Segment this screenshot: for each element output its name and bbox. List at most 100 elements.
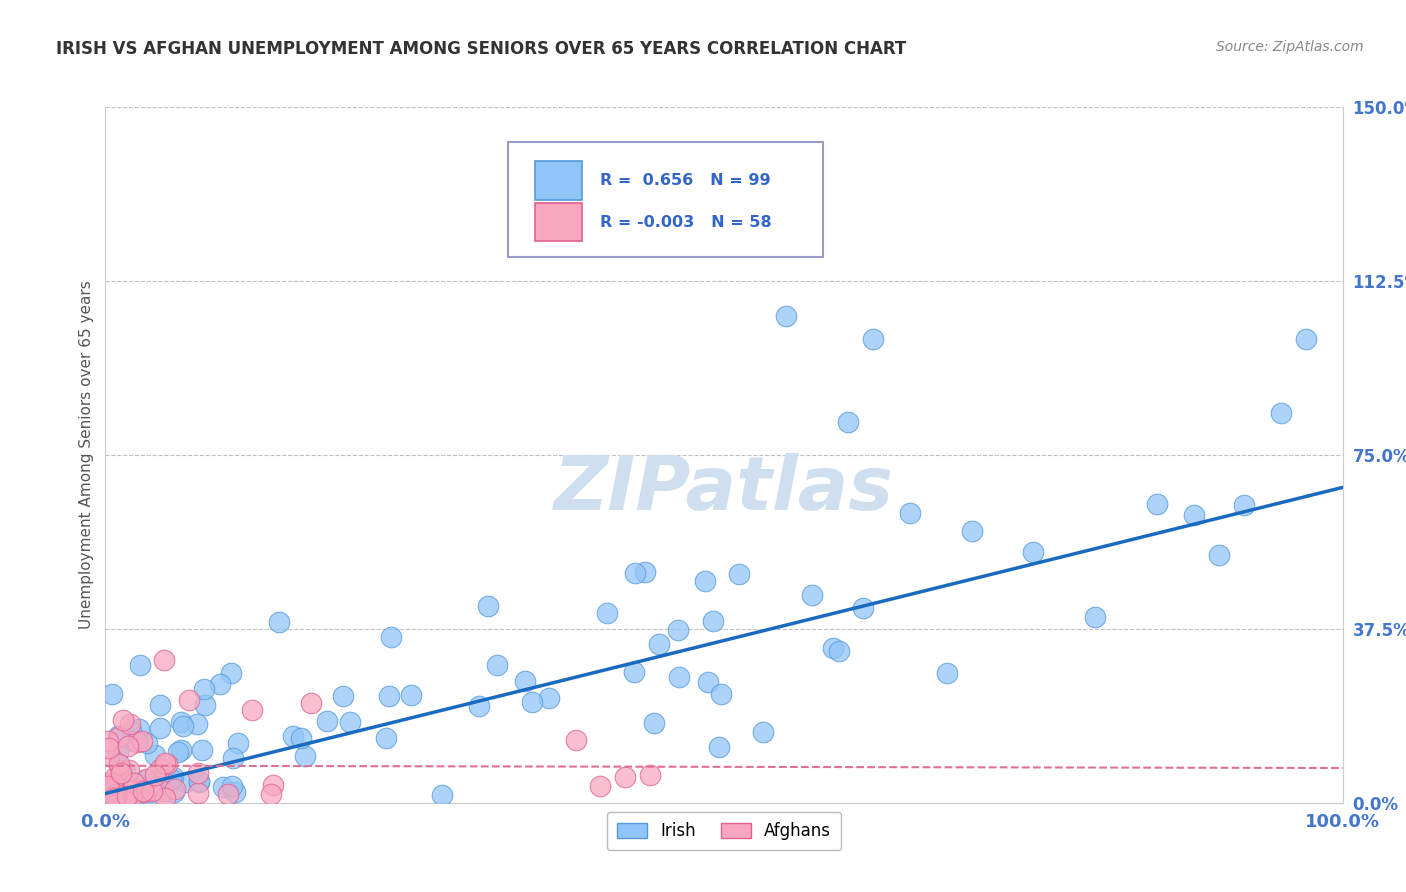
Point bbox=[430, 788, 453, 802]
Point bbox=[707, 739, 730, 754]
Point bbox=[194, 698, 217, 712]
Point bbox=[294, 748, 316, 763]
Point bbox=[115, 789, 138, 803]
Point bbox=[145, 777, 167, 791]
Point bbox=[513, 673, 536, 688]
Point bbox=[224, 784, 246, 798]
Point bbox=[1295, 332, 1317, 346]
Point bbox=[149, 762, 172, 776]
Point bbox=[132, 784, 155, 798]
Point bbox=[290, 731, 312, 746]
Point bbox=[339, 715, 361, 730]
Point bbox=[104, 791, 127, 805]
Point bbox=[122, 775, 145, 789]
Point bbox=[188, 773, 211, 788]
Point bbox=[150, 772, 173, 786]
Point bbox=[162, 770, 184, 784]
Point bbox=[104, 788, 127, 802]
Point bbox=[108, 763, 131, 777]
Point bbox=[118, 784, 141, 798]
Text: Source: ZipAtlas.com: Source: ZipAtlas.com bbox=[1216, 40, 1364, 54]
Point bbox=[374, 731, 396, 745]
Point bbox=[837, 416, 859, 430]
Point bbox=[316, 714, 339, 729]
Point bbox=[212, 780, 235, 794]
Point bbox=[643, 716, 665, 731]
Point bbox=[136, 736, 159, 750]
Point bbox=[380, 631, 402, 645]
Point bbox=[281, 729, 304, 743]
Point bbox=[378, 689, 401, 703]
Point bbox=[136, 772, 159, 787]
Point bbox=[163, 784, 186, 798]
Point bbox=[187, 774, 209, 789]
Point bbox=[299, 696, 322, 710]
Point bbox=[149, 698, 172, 712]
Point bbox=[240, 703, 263, 717]
Point bbox=[702, 614, 724, 628]
Point bbox=[828, 644, 851, 658]
Point bbox=[98, 781, 121, 796]
FancyBboxPatch shape bbox=[534, 203, 582, 242]
Point bbox=[98, 790, 121, 805]
Point bbox=[156, 756, 179, 771]
Point bbox=[221, 779, 243, 793]
Point bbox=[111, 713, 134, 727]
Point bbox=[148, 775, 170, 789]
Point bbox=[226, 736, 249, 750]
Point bbox=[131, 784, 153, 798]
Point bbox=[468, 698, 491, 713]
Point bbox=[98, 741, 121, 756]
Point bbox=[752, 725, 775, 739]
Point bbox=[128, 658, 150, 673]
Point bbox=[163, 781, 186, 796]
Point bbox=[159, 775, 181, 789]
Point bbox=[120, 717, 142, 731]
Text: R = -0.003   N = 58: R = -0.003 N = 58 bbox=[600, 215, 772, 230]
Point bbox=[1233, 498, 1256, 512]
Point bbox=[485, 658, 508, 673]
Point bbox=[108, 731, 131, 745]
Point bbox=[120, 724, 142, 739]
Point bbox=[114, 765, 136, 780]
Point bbox=[399, 688, 422, 702]
Point bbox=[1182, 508, 1205, 523]
Point bbox=[537, 690, 560, 705]
Point bbox=[564, 733, 586, 747]
Point bbox=[122, 733, 145, 747]
Point bbox=[520, 695, 543, 709]
Point bbox=[107, 745, 129, 759]
Point bbox=[693, 574, 716, 589]
Point bbox=[101, 779, 124, 793]
Point bbox=[121, 783, 143, 797]
Point bbox=[159, 772, 181, 787]
Point bbox=[648, 636, 671, 650]
Point bbox=[143, 748, 166, 763]
Point bbox=[898, 506, 921, 520]
Point bbox=[101, 781, 124, 796]
Point bbox=[186, 717, 208, 731]
Point bbox=[1208, 548, 1230, 562]
Point bbox=[104, 789, 127, 804]
Point bbox=[135, 772, 157, 786]
Point bbox=[821, 640, 844, 655]
Point bbox=[107, 756, 129, 771]
Point bbox=[143, 767, 166, 781]
Point bbox=[262, 779, 284, 793]
Point bbox=[114, 788, 136, 802]
Point bbox=[187, 765, 209, 780]
Point bbox=[222, 751, 245, 765]
Y-axis label: Unemployment Among Seniors over 65 years: Unemployment Among Seniors over 65 years bbox=[79, 281, 94, 629]
Point bbox=[139, 789, 162, 803]
Text: R =  0.656   N = 99: R = 0.656 N = 99 bbox=[600, 173, 770, 188]
Point bbox=[862, 332, 884, 346]
Point bbox=[141, 784, 163, 798]
Point bbox=[217, 788, 239, 802]
Point bbox=[668, 670, 690, 684]
Point bbox=[173, 775, 195, 789]
Point bbox=[727, 567, 749, 582]
Point bbox=[666, 623, 689, 637]
Point bbox=[152, 784, 174, 798]
Point bbox=[132, 789, 155, 803]
Point bbox=[153, 790, 176, 805]
